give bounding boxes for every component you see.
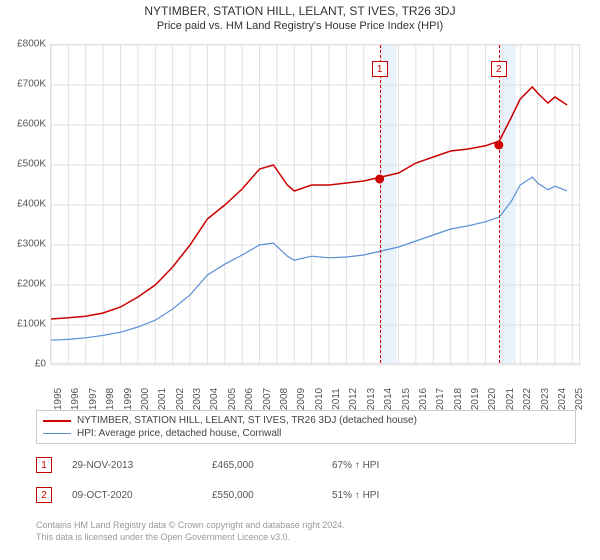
- xtick-label: 2013: [366, 388, 377, 410]
- title-sub: Price paid vs. HM Land Registry's House …: [0, 18, 600, 38]
- ytick-label: £0: [0, 359, 46, 370]
- sale-price: £465,000: [212, 460, 312, 471]
- legend: NYTIMBER, STATION HILL, LELANT, ST IVES,…: [36, 410, 576, 444]
- sale-date: 29-NOV-2013: [72, 460, 192, 471]
- sale-hpi: 51% ↑ HPI: [332, 490, 412, 501]
- xtick-label: 1997: [88, 388, 99, 410]
- legend-row: NYTIMBER, STATION HILL, LELANT, ST IVES,…: [43, 414, 569, 427]
- series-property: [51, 87, 567, 319]
- xtick-label: 1996: [70, 388, 81, 410]
- ytick-label: £600K: [0, 119, 46, 130]
- xtick-label: 2014: [383, 388, 394, 410]
- xtick-label: 2000: [140, 388, 151, 410]
- chart-container: NYTIMBER, STATION HILL, LELANT, ST IVES,…: [0, 0, 600, 560]
- legend-swatch: [43, 433, 71, 434]
- xtick-label: 2016: [418, 388, 429, 410]
- sale-index-box: 1: [36, 457, 52, 473]
- series-hpi: [51, 177, 567, 340]
- sale-vline: [499, 45, 500, 363]
- xtick-label: 2019: [470, 388, 481, 410]
- plot-area: 12: [50, 44, 580, 364]
- footer-line2: This data is licensed under the Open Gov…: [36, 532, 345, 544]
- xtick-label: 1998: [105, 388, 116, 410]
- xtick-label: 1999: [123, 388, 134, 410]
- sale-price: £550,000: [212, 490, 312, 501]
- sale-row: 1 29-NOV-2013 £465,000 67% ↑ HPI: [36, 457, 412, 473]
- footer-line1: Contains HM Land Registry data © Crown c…: [36, 520, 345, 532]
- xtick-label: 2012: [348, 388, 359, 410]
- xtick-label: 2003: [192, 388, 203, 410]
- sale-index-box: 2: [36, 487, 52, 503]
- xtick-label: 2009: [296, 388, 307, 410]
- legend-row: HPI: Average price, detached house, Corn…: [43, 427, 569, 440]
- sale-vline: [380, 45, 381, 363]
- xtick-label: 2002: [175, 388, 186, 410]
- sale-hpi: 67% ↑ HPI: [332, 460, 412, 471]
- xtick-label: 2022: [522, 388, 533, 410]
- xtick-label: 2005: [227, 388, 238, 410]
- xtick-label: 2011: [331, 388, 342, 410]
- plot-svg: [51, 45, 581, 365]
- sale-date: 09-OCT-2020: [72, 490, 192, 501]
- xtick-label: 2024: [557, 388, 568, 410]
- xtick-label: 2021: [505, 388, 516, 410]
- xtick-label: 2017: [435, 388, 446, 410]
- ytick-label: £500K: [0, 159, 46, 170]
- legend-label: NYTIMBER, STATION HILL, LELANT, ST IVES,…: [77, 415, 417, 426]
- legend-label: HPI: Average price, detached house, Corn…: [77, 428, 281, 439]
- footer: Contains HM Land Registry data © Crown c…: [36, 520, 345, 543]
- ytick-label: £800K: [0, 39, 46, 50]
- xtick-label: 2007: [262, 388, 273, 410]
- annot-box-2: 2: [491, 61, 507, 77]
- sale-row: 2 09-OCT-2020 £550,000 51% ↑ HPI: [36, 487, 412, 503]
- ytick-label: £200K: [0, 279, 46, 290]
- xtick-label: 2018: [453, 388, 464, 410]
- xtick-label: 2025: [574, 388, 585, 410]
- xtick-label: 2023: [540, 388, 551, 410]
- xtick-label: 1995: [53, 388, 64, 410]
- ytick-label: £400K: [0, 199, 46, 210]
- ytick-label: £700K: [0, 79, 46, 90]
- xtick-label: 2010: [314, 388, 325, 410]
- title-main: NYTIMBER, STATION HILL, LELANT, ST IVES,…: [0, 0, 600, 18]
- xtick-label: 2006: [244, 388, 255, 410]
- ytick-label: £300K: [0, 239, 46, 250]
- xtick-label: 2015: [401, 388, 412, 410]
- xtick-label: 2001: [157, 388, 168, 410]
- xtick-label: 2004: [209, 388, 220, 410]
- legend-swatch: [43, 420, 71, 422]
- xtick-label: 2008: [279, 388, 290, 410]
- ytick-label: £100K: [0, 319, 46, 330]
- xtick-label: 2020: [487, 388, 498, 410]
- annot-box-1: 1: [372, 61, 388, 77]
